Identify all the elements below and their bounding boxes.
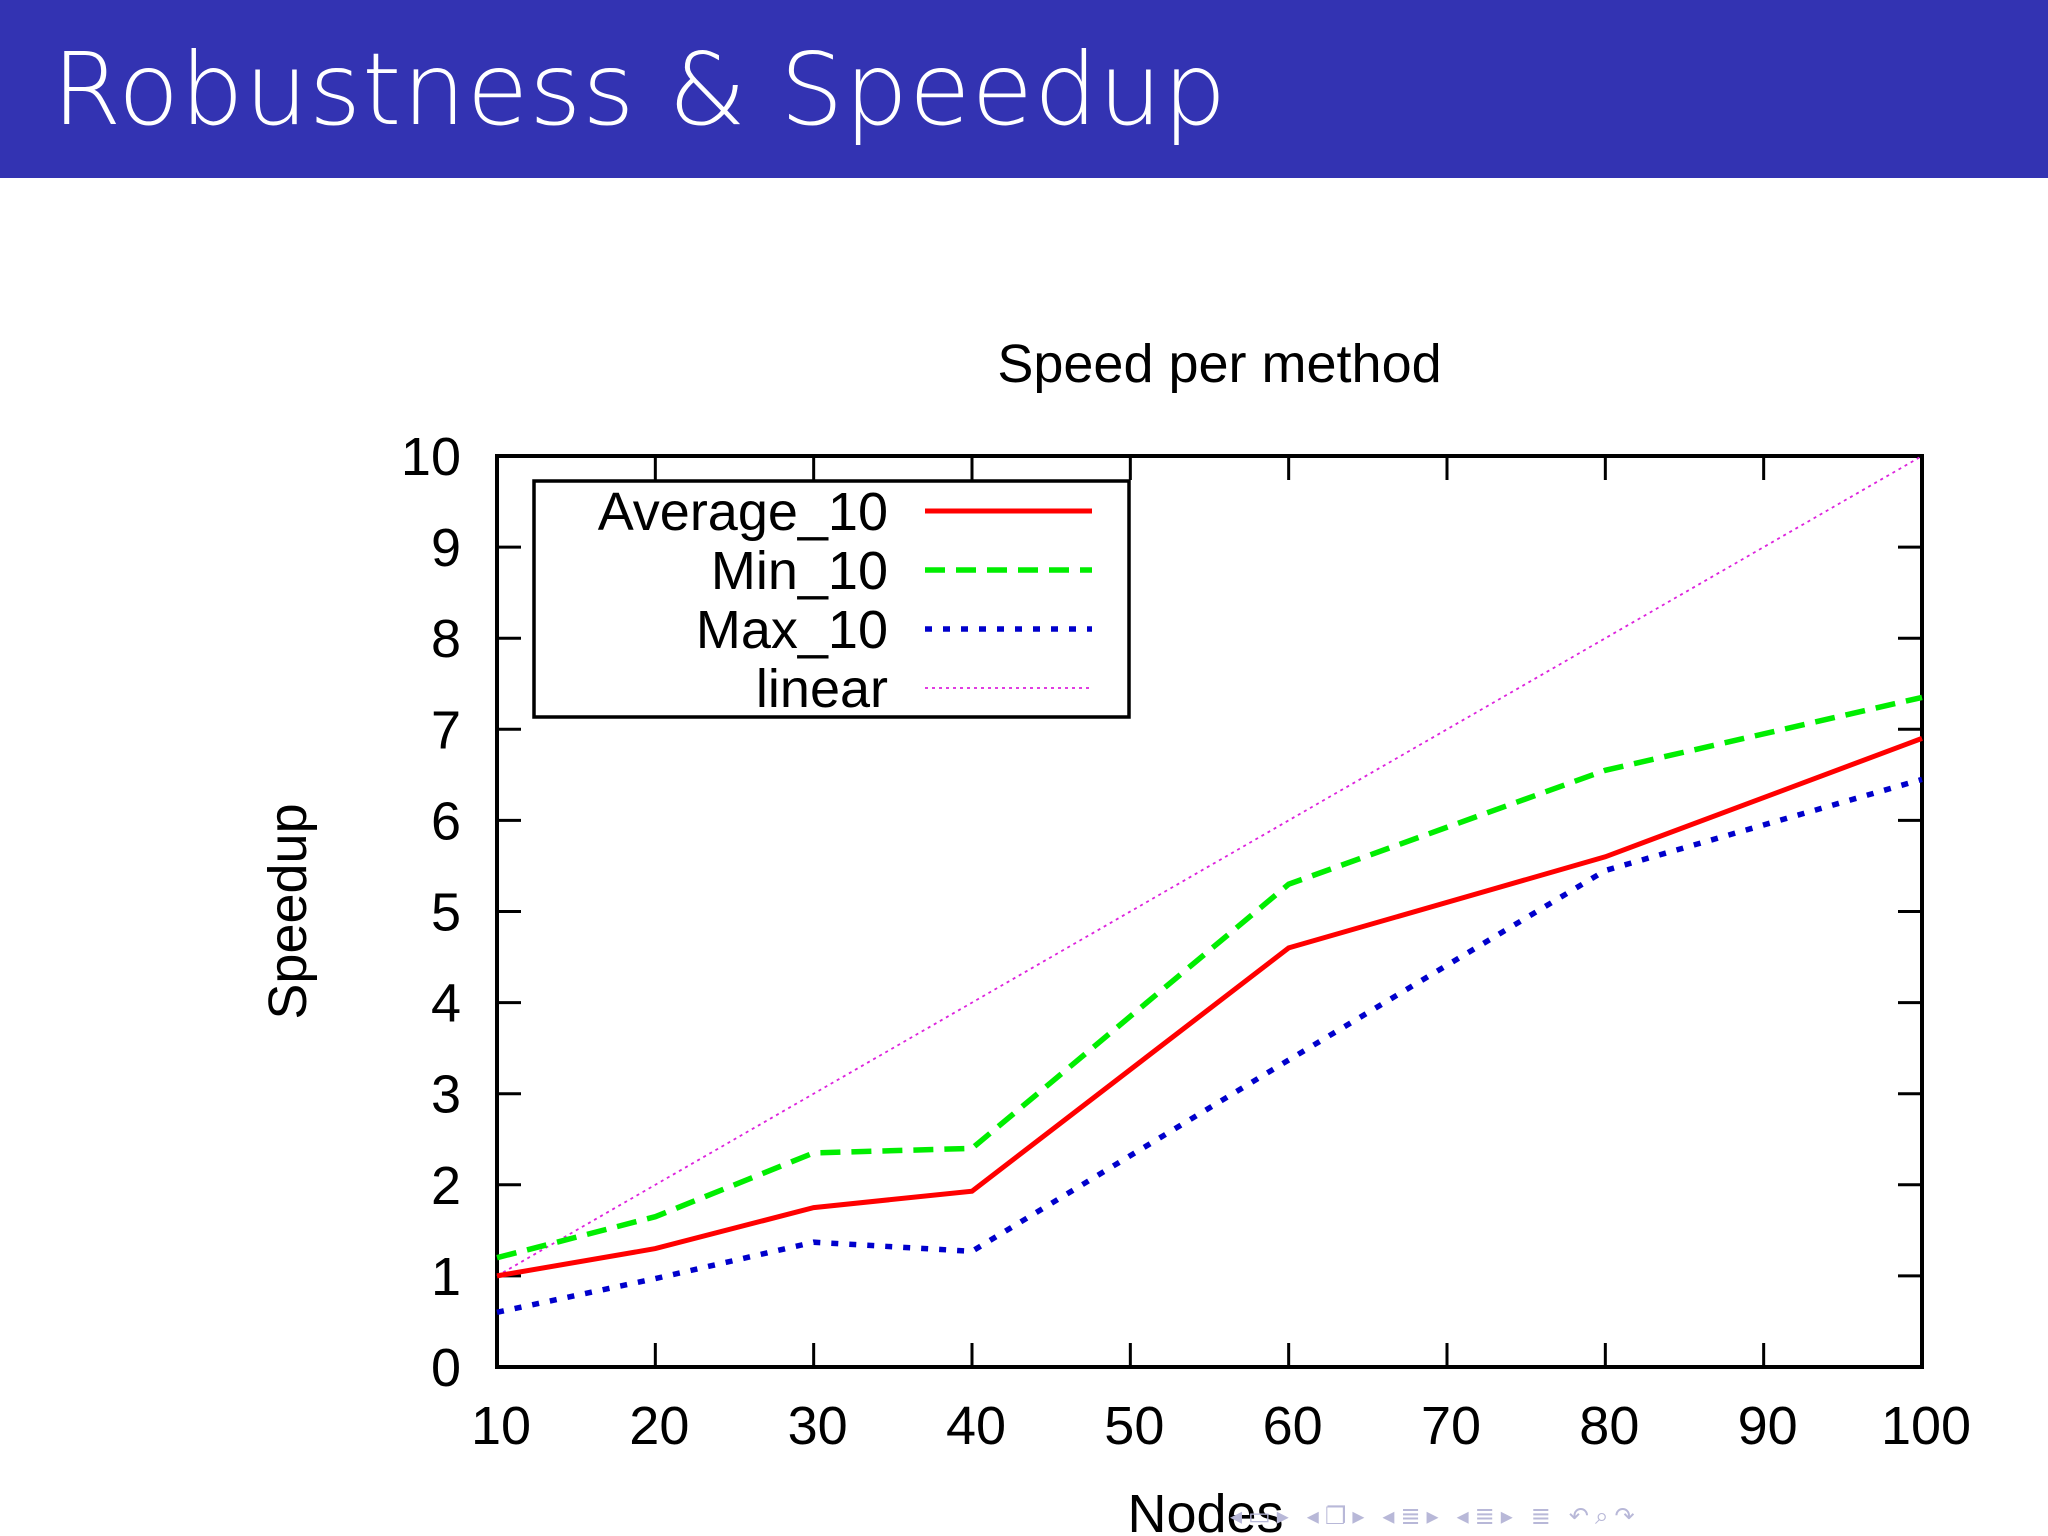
slide-frame-icon[interactable]: ▭ (1248, 1502, 1271, 1530)
y-tick-label: 1 (431, 1247, 461, 1307)
legend-label-min-10: Min_10 (711, 541, 888, 601)
nav-right-arrow-icon[interactable]: ▸ (1426, 1502, 1439, 1530)
chart-title: Speed per method (997, 334, 1441, 394)
y-axis-label: Speedup (258, 803, 318, 1019)
nav-frame-group[interactable]: ◂ ▭ ▸ (1230, 1504, 1289, 1528)
y-tick-label: 6 (431, 791, 461, 851)
slide-title: Robustness & Speedup (52, 31, 1228, 148)
x-tick-label: 40 (946, 1396, 1006, 1456)
nav-right-arrow-icon[interactable]: ▸ (1276, 1502, 1289, 1530)
y-tick-label: 2 (431, 1156, 461, 1216)
x-tick-label: 70 (1421, 1396, 1481, 1456)
nav-left-arrow-icon[interactable]: ◂ (1456, 1502, 1469, 1530)
undo-icon[interactable]: ↶ (1568, 1502, 1590, 1530)
legend-label-average-10: Average_10 (598, 482, 888, 542)
nav-left-arrow-icon[interactable]: ◂ (1382, 1502, 1395, 1530)
x-axis-label: Nodes (1127, 1484, 1283, 1536)
y-tick-label: 7 (431, 700, 461, 760)
slide-header: Robustness & Speedup (0, 0, 2048, 178)
x-tick-label: 20 (629, 1396, 689, 1456)
x-tick-label: 90 (1738, 1396, 1798, 1456)
nav-stack-group[interactable]: ◂ ❐ ▸ (1307, 1504, 1365, 1528)
nav-section-group[interactable]: ◂ ≣ ▸ (1457, 1504, 1513, 1528)
nav-left-arrow-icon[interactable]: ◂ (1230, 1502, 1243, 1530)
y-tick-label: 8 (431, 609, 461, 669)
legend-box (532, 479, 1131, 719)
y-tick-label: 4 (431, 974, 461, 1034)
y-tick-label: 10 (401, 427, 461, 487)
y-tick-label: 3 (431, 1065, 461, 1125)
nav-right-arrow-icon[interactable]: ▸ (1352, 1502, 1365, 1530)
align-icon[interactable]: ≣ (1530, 1502, 1551, 1530)
series-line-min-10 (496, 694, 1923, 1261)
series-line-average-10 (496, 736, 1923, 1279)
x-tick-label: 50 (1104, 1396, 1164, 1456)
y-tick-label: 5 (431, 883, 461, 943)
search-icon[interactable]: ⌕ (1595, 1502, 1609, 1530)
nav-subsection-group[interactable]: ◂ ≣ ▸ (1382, 1504, 1438, 1528)
x-tick-label: 100 (1881, 1396, 1971, 1456)
nav-search-group[interactable]: ↶ ⌕ ↷ (1569, 1504, 1635, 1528)
chart-root: Speed per method Speedup Nodes 0 1 2 3 4 5 6 7 8 9 10… (258, 334, 1971, 1536)
subsection-icon[interactable]: ≣ (1400, 1502, 1421, 1530)
y-tick-label: 9 (431, 518, 461, 578)
redo-icon[interactable]: ↷ (1614, 1502, 1635, 1530)
legend-label-linear: linear (756, 659, 888, 719)
series-line-linear (496, 455, 1923, 1277)
legend-label-max-10: Max_10 (696, 600, 888, 660)
nav-left-arrow-icon[interactable]: ◂ (1306, 1502, 1319, 1530)
x-tick-label: 80 (1579, 1396, 1639, 1456)
x-tick-label: 60 (1263, 1396, 1323, 1456)
x-tick-label: 10 (471, 1396, 531, 1456)
nav-right-arrow-icon[interactable]: ▸ (1500, 1502, 1513, 1530)
slide-navigation-bar: ◂ ▭ ▸ ◂ ❐ ▸ ◂ ≣ ▸ ◂ ≣ ▸ ≣ ↶ ⌕ ↷ (1230, 1498, 1635, 1534)
frame-stack-icon[interactable]: ❐ (1324, 1502, 1347, 1530)
y-tick-label: 0 (431, 1338, 461, 1398)
nav-align-group[interactable]: ≣ (1531, 1504, 1551, 1528)
x-tick-label: 30 (788, 1396, 848, 1456)
section-icon[interactable]: ≣ (1474, 1502, 1495, 1530)
